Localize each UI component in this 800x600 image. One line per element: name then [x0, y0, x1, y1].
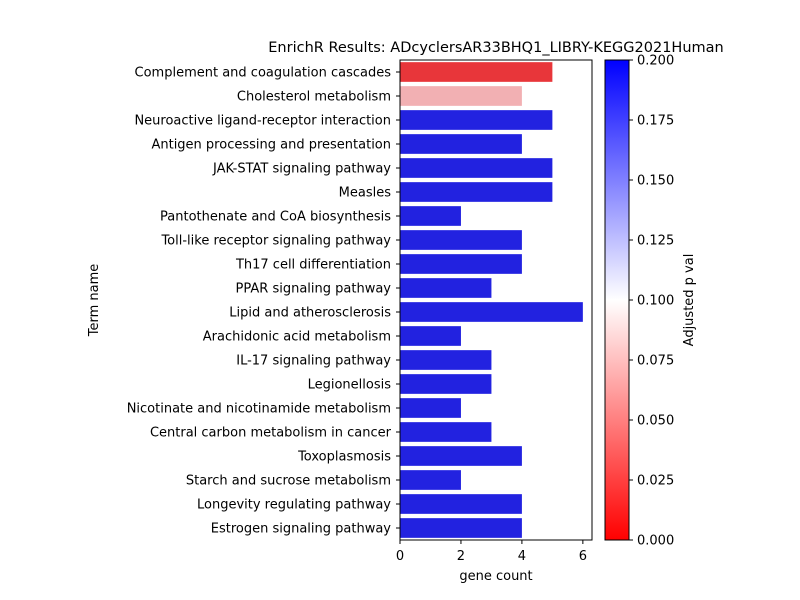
bar — [400, 422, 492, 442]
y-tick-label: JAK-STAT signaling pathway — [212, 162, 391, 177]
bar — [400, 374, 492, 394]
bar — [400, 518, 522, 538]
bar — [400, 494, 522, 514]
bar — [400, 62, 553, 82]
bar — [400, 470, 461, 490]
y-tick-label: Legionellosis — [308, 378, 392, 393]
bar — [400, 134, 522, 154]
colorbar-ticks: 0.000 0.025 0.050 0.075 0.100 0.125 0.150 0.175… — [629, 54, 674, 549]
bar — [400, 158, 553, 178]
y-tick-label: Complement and coagulation cascades — [135, 66, 392, 81]
colorbar-tick-label: 0.000 — [637, 534, 674, 549]
y-tick-label: Starch and sucrose metabolism — [186, 474, 391, 489]
colorbar-tick-label: 0.125 — [637, 234, 674, 249]
bar — [400, 350, 492, 370]
plot-frame — [399, 59, 593, 541]
bar — [400, 86, 522, 106]
bar — [400, 254, 522, 274]
colorbar-tick-label: 0.200 — [637, 54, 674, 69]
y-tick-label: Measles — [339, 186, 392, 201]
y-tick-label: Longevity regulating pathway — [197, 498, 391, 513]
y-tick-label: Lipid and atherosclerosis — [229, 306, 391, 321]
colorbar-tick-label: 0.100 — [637, 294, 674, 309]
y-tick-label: Toll-like receptor signaling pathway — [160, 234, 391, 249]
y-tick-label: Pantothenate and CoA biosynthesis — [160, 210, 391, 225]
y-tick-label: Antigen processing and presentation — [151, 138, 391, 153]
x-tick-label: 6 — [579, 549, 587, 564]
y-tick-label: Central carbon metabolism in cancer — [150, 426, 392, 441]
x-tick-label: 0 — [396, 549, 404, 564]
y-axis-label: Term name — [87, 264, 102, 338]
colorbar-tick-label: 0.175 — [637, 114, 674, 129]
x-axis-label: gene count — [459, 569, 532, 584]
bar — [400, 278, 492, 298]
y-tick-label: Cholesterol metabolism — [237, 90, 391, 105]
y-tick-label: Estrogen signaling pathway — [211, 522, 392, 537]
bar — [400, 302, 583, 322]
colorbar-tick-label: 0.025 — [637, 474, 674, 489]
y-tick-label: Toxoplasmosis — [297, 450, 391, 465]
y-tick-labels: Complement and coagulation cascades Chole… — [127, 66, 400, 537]
colorbar-tick-label: 0.050 — [637, 414, 674, 429]
y-tick-label: Arachidonic acid metabolism — [203, 330, 391, 345]
x-tick-label: 4 — [518, 549, 526, 564]
x-ticks: 0 2 4 6 — [396, 540, 587, 564]
bars-group — [400, 62, 583, 538]
bar — [400, 230, 522, 250]
colorbar-tick-label: 0.150 — [637, 174, 674, 189]
x-tick-label: 2 — [457, 549, 465, 564]
colorbar-tick-label: 0.075 — [637, 354, 674, 369]
y-tick-label: Th17 cell differentiation — [235, 258, 391, 273]
y-tick-label: IL-17 signaling pathway — [236, 354, 391, 369]
colorbar — [604, 59, 630, 541]
chart-title: EnrichR Results: ADcyclersAR33BHQ1_LIBRY… — [268, 40, 723, 56]
y-tick-label: Nicotinate and nicotinamide metabolism — [127, 402, 391, 417]
bar — [400, 206, 461, 226]
y-tick-label: PPAR signaling pathway — [236, 282, 392, 297]
bar — [400, 398, 461, 418]
bar — [400, 182, 553, 202]
colorbar-label: Adjusted p val — [682, 254, 697, 347]
bar — [400, 446, 522, 466]
bar — [400, 326, 461, 346]
y-tick-label: Neuroactive ligand-receptor interaction — [134, 114, 391, 129]
bar — [400, 110, 553, 130]
